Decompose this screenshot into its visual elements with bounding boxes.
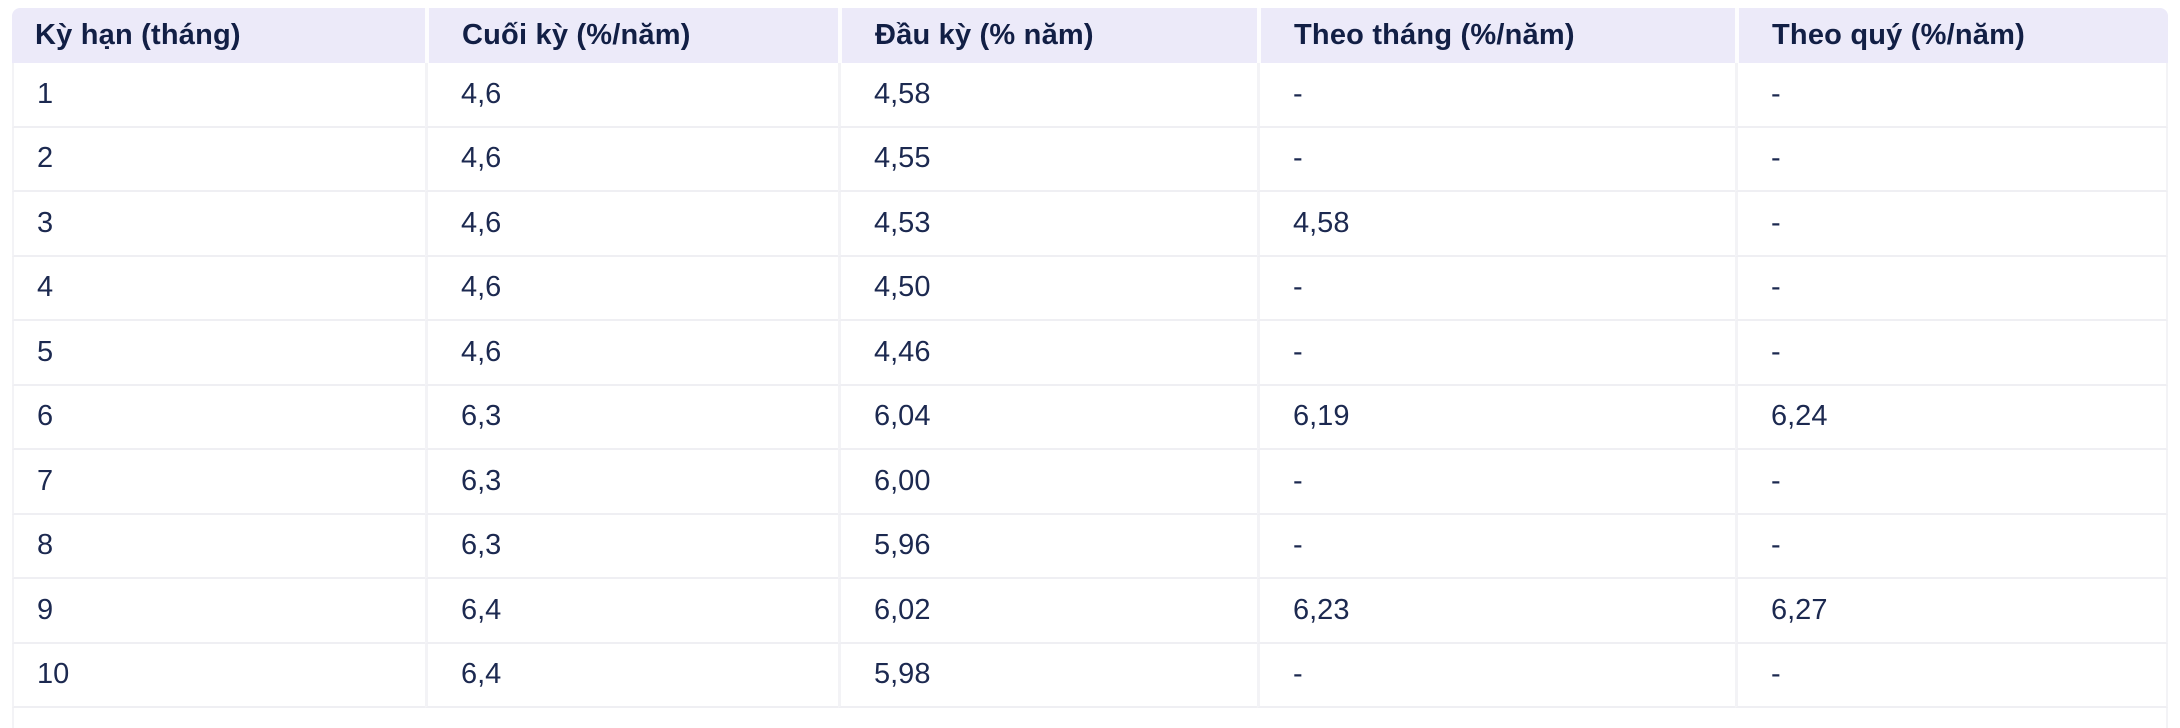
- table-cell-quarterly: -: [1735, 192, 2168, 257]
- table-cell-end: 6,3: [425, 385, 838, 450]
- table-cell-monthly: -: [1257, 643, 1735, 708]
- table-cell-start: 4,53: [838, 192, 1257, 257]
- table-cell-quarterly: -: [1735, 63, 2168, 128]
- table-cell-start: 4,46: [838, 321, 1257, 386]
- table-cell-quarterly: -: [1735, 256, 2168, 321]
- table-cell-quarterly: 6,24: [1735, 385, 2168, 450]
- table-cell-term: 4: [12, 256, 425, 321]
- table-row: 6 6,3 6,04 6,19 6,24: [12, 385, 2168, 450]
- table-cell-term: 2: [12, 127, 425, 192]
- table-cell-term: 1: [12, 63, 425, 128]
- table-cell-end: 4,6: [425, 192, 838, 257]
- table-cell-monthly: -: [1257, 256, 1735, 321]
- table-cell-monthly: -: [1257, 450, 1735, 515]
- table-cell-term: 10: [12, 643, 425, 708]
- table-cell-start: 4,50: [838, 256, 1257, 321]
- table-cell-monthly: -: [1257, 63, 1735, 128]
- table-cell-monthly: -: [1257, 321, 1735, 386]
- table-cell-end: 6,3: [425, 450, 838, 515]
- table-cell-start: 5,96: [838, 514, 1257, 579]
- table-row: 7 6,3 6,00- -: [12, 450, 2168, 515]
- table-row: 9 6,4 6,02 6,23 6,27: [12, 579, 2168, 644]
- table-row: 2 4,6 4,55- -: [12, 127, 2168, 192]
- table-cell-start: 4,55: [838, 127, 1257, 192]
- table-row: 5 4,6 4,46- -: [12, 321, 2168, 386]
- table-cell-term: 5: [12, 321, 425, 386]
- table-cell-term: 9: [12, 579, 425, 644]
- column-header-term: Kỳ hạn (tháng): [12, 8, 425, 63]
- table-cell-end: 6,3: [425, 514, 838, 579]
- table-cell-quarterly: -: [1735, 321, 2168, 386]
- table-row: 3 4,6 4,53 4,58-: [12, 192, 2168, 257]
- cutoff-next-row: [12, 708, 2168, 728]
- table-cell-start: 6,00: [838, 450, 1257, 515]
- table-cell-quarterly: 6,27: [1735, 579, 2168, 644]
- table-cell-monthly: 4,58: [1257, 192, 1735, 257]
- table-cell-end: 4,6: [425, 127, 838, 192]
- table-row: 4 4,6 4,50- -: [12, 256, 2168, 321]
- table-cell-term: 3: [12, 192, 425, 257]
- rates-table-container: Kỳ hạn (tháng) Cuối kỳ (%/năm) Đầu kỳ (% n…: [12, 8, 2168, 728]
- table-body: 1 4,6 4,58- -2 4,6 4,55- -3 4,6 4,53 4,58-4 4,6 4,5…: [12, 63, 2168, 708]
- table-cell-end: 4,6: [425, 63, 838, 128]
- table-cell-start: 5,98: [838, 643, 1257, 708]
- table-cell-monthly: 6,23: [1257, 579, 1735, 644]
- table-cell-term: 7: [12, 450, 425, 515]
- table-cell-term: 6: [12, 385, 425, 450]
- header-row: Kỳ hạn (tháng) Cuối kỳ (%/năm) Đầu kỳ (% n…: [12, 8, 2168, 63]
- column-header-end: Cuối kỳ (%/năm): [425, 8, 838, 63]
- table-cell-monthly: -: [1257, 127, 1735, 192]
- table-cell-end: 6,4: [425, 579, 838, 644]
- column-header-start: Đầu kỳ (% năm): [838, 8, 1257, 63]
- table-cell-term: 8: [12, 514, 425, 579]
- table-cell-quarterly: -: [1735, 643, 2168, 708]
- table-row: 10 6,4 5,98- -: [12, 643, 2168, 708]
- table-cell-start: 6,02: [838, 579, 1257, 644]
- table-row: 1 4,6 4,58- -: [12, 63, 2168, 128]
- table-cell-quarterly: -: [1735, 450, 2168, 515]
- table-cell-start: 4,58: [838, 63, 1257, 128]
- table-cell-monthly: -: [1257, 514, 1735, 579]
- table-cell-end: 4,6: [425, 256, 838, 321]
- table-cell-quarterly: -: [1735, 514, 2168, 579]
- table-cell-end: 4,6: [425, 321, 838, 386]
- table-cell-start: 6,04: [838, 385, 1257, 450]
- interest-rates-table: Kỳ hạn (tháng) Cuối kỳ (%/năm) Đầu kỳ (% n…: [12, 8, 2168, 708]
- table-cell-end: 6,4: [425, 643, 838, 708]
- column-header-quarterly: Theo quý (%/năm): [1735, 8, 2168, 63]
- table-row: 8 6,3 5,96- -: [12, 514, 2168, 579]
- table-cell-quarterly: -: [1735, 127, 2168, 192]
- table-cell-monthly: 6,19: [1257, 385, 1735, 450]
- column-header-monthly: Theo tháng (%/năm): [1257, 8, 1735, 63]
